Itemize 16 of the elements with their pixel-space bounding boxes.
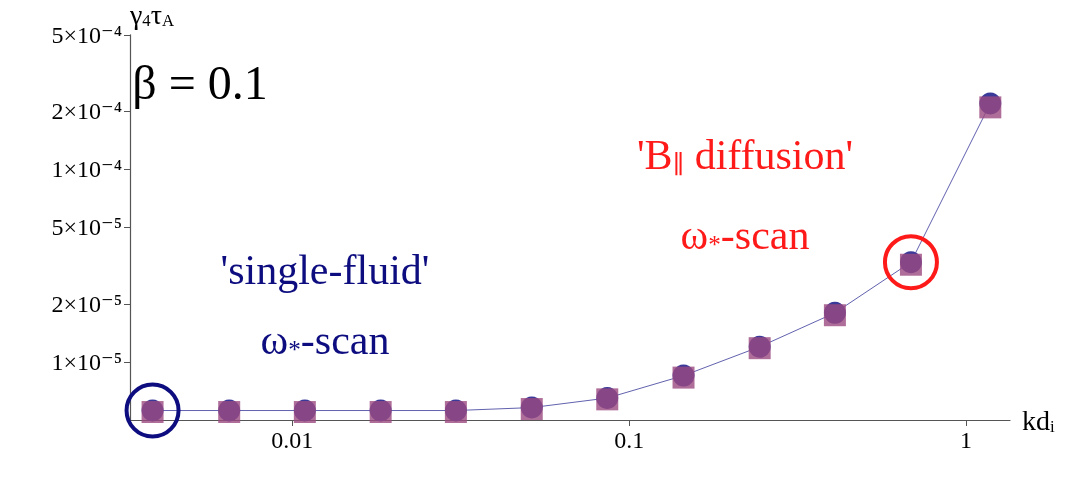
x-axis-title: kdi (1022, 404, 1055, 436)
annotation: β = 0.1 (132, 55, 268, 109)
x-tick-label: 0.1 (614, 427, 645, 453)
x-tick-label: 1 (960, 427, 973, 453)
y-axis-title: γ4τA (129, 0, 175, 30)
y-tick-label: 2×10⁻⁵ (51, 291, 122, 318)
y-tick-label: 5×10⁻⁴ (51, 21, 122, 48)
annotation: ω*-scan (680, 212, 810, 258)
y-tick-label: 5×10⁻⁵ (51, 214, 122, 241)
y-tick-label: 1×10⁻⁵ (51, 349, 122, 376)
y-tick-label: 2×10⁻⁴ (51, 98, 122, 125)
x-tick-label: 0.01 (271, 427, 314, 453)
y-tick-label: 1×10⁻⁴ (51, 156, 122, 183)
annotation: 'B∥ diffusion' (636, 132, 854, 178)
annotation: ω*-scan (260, 317, 390, 363)
annotation: 'single-fluid' (220, 247, 430, 293)
